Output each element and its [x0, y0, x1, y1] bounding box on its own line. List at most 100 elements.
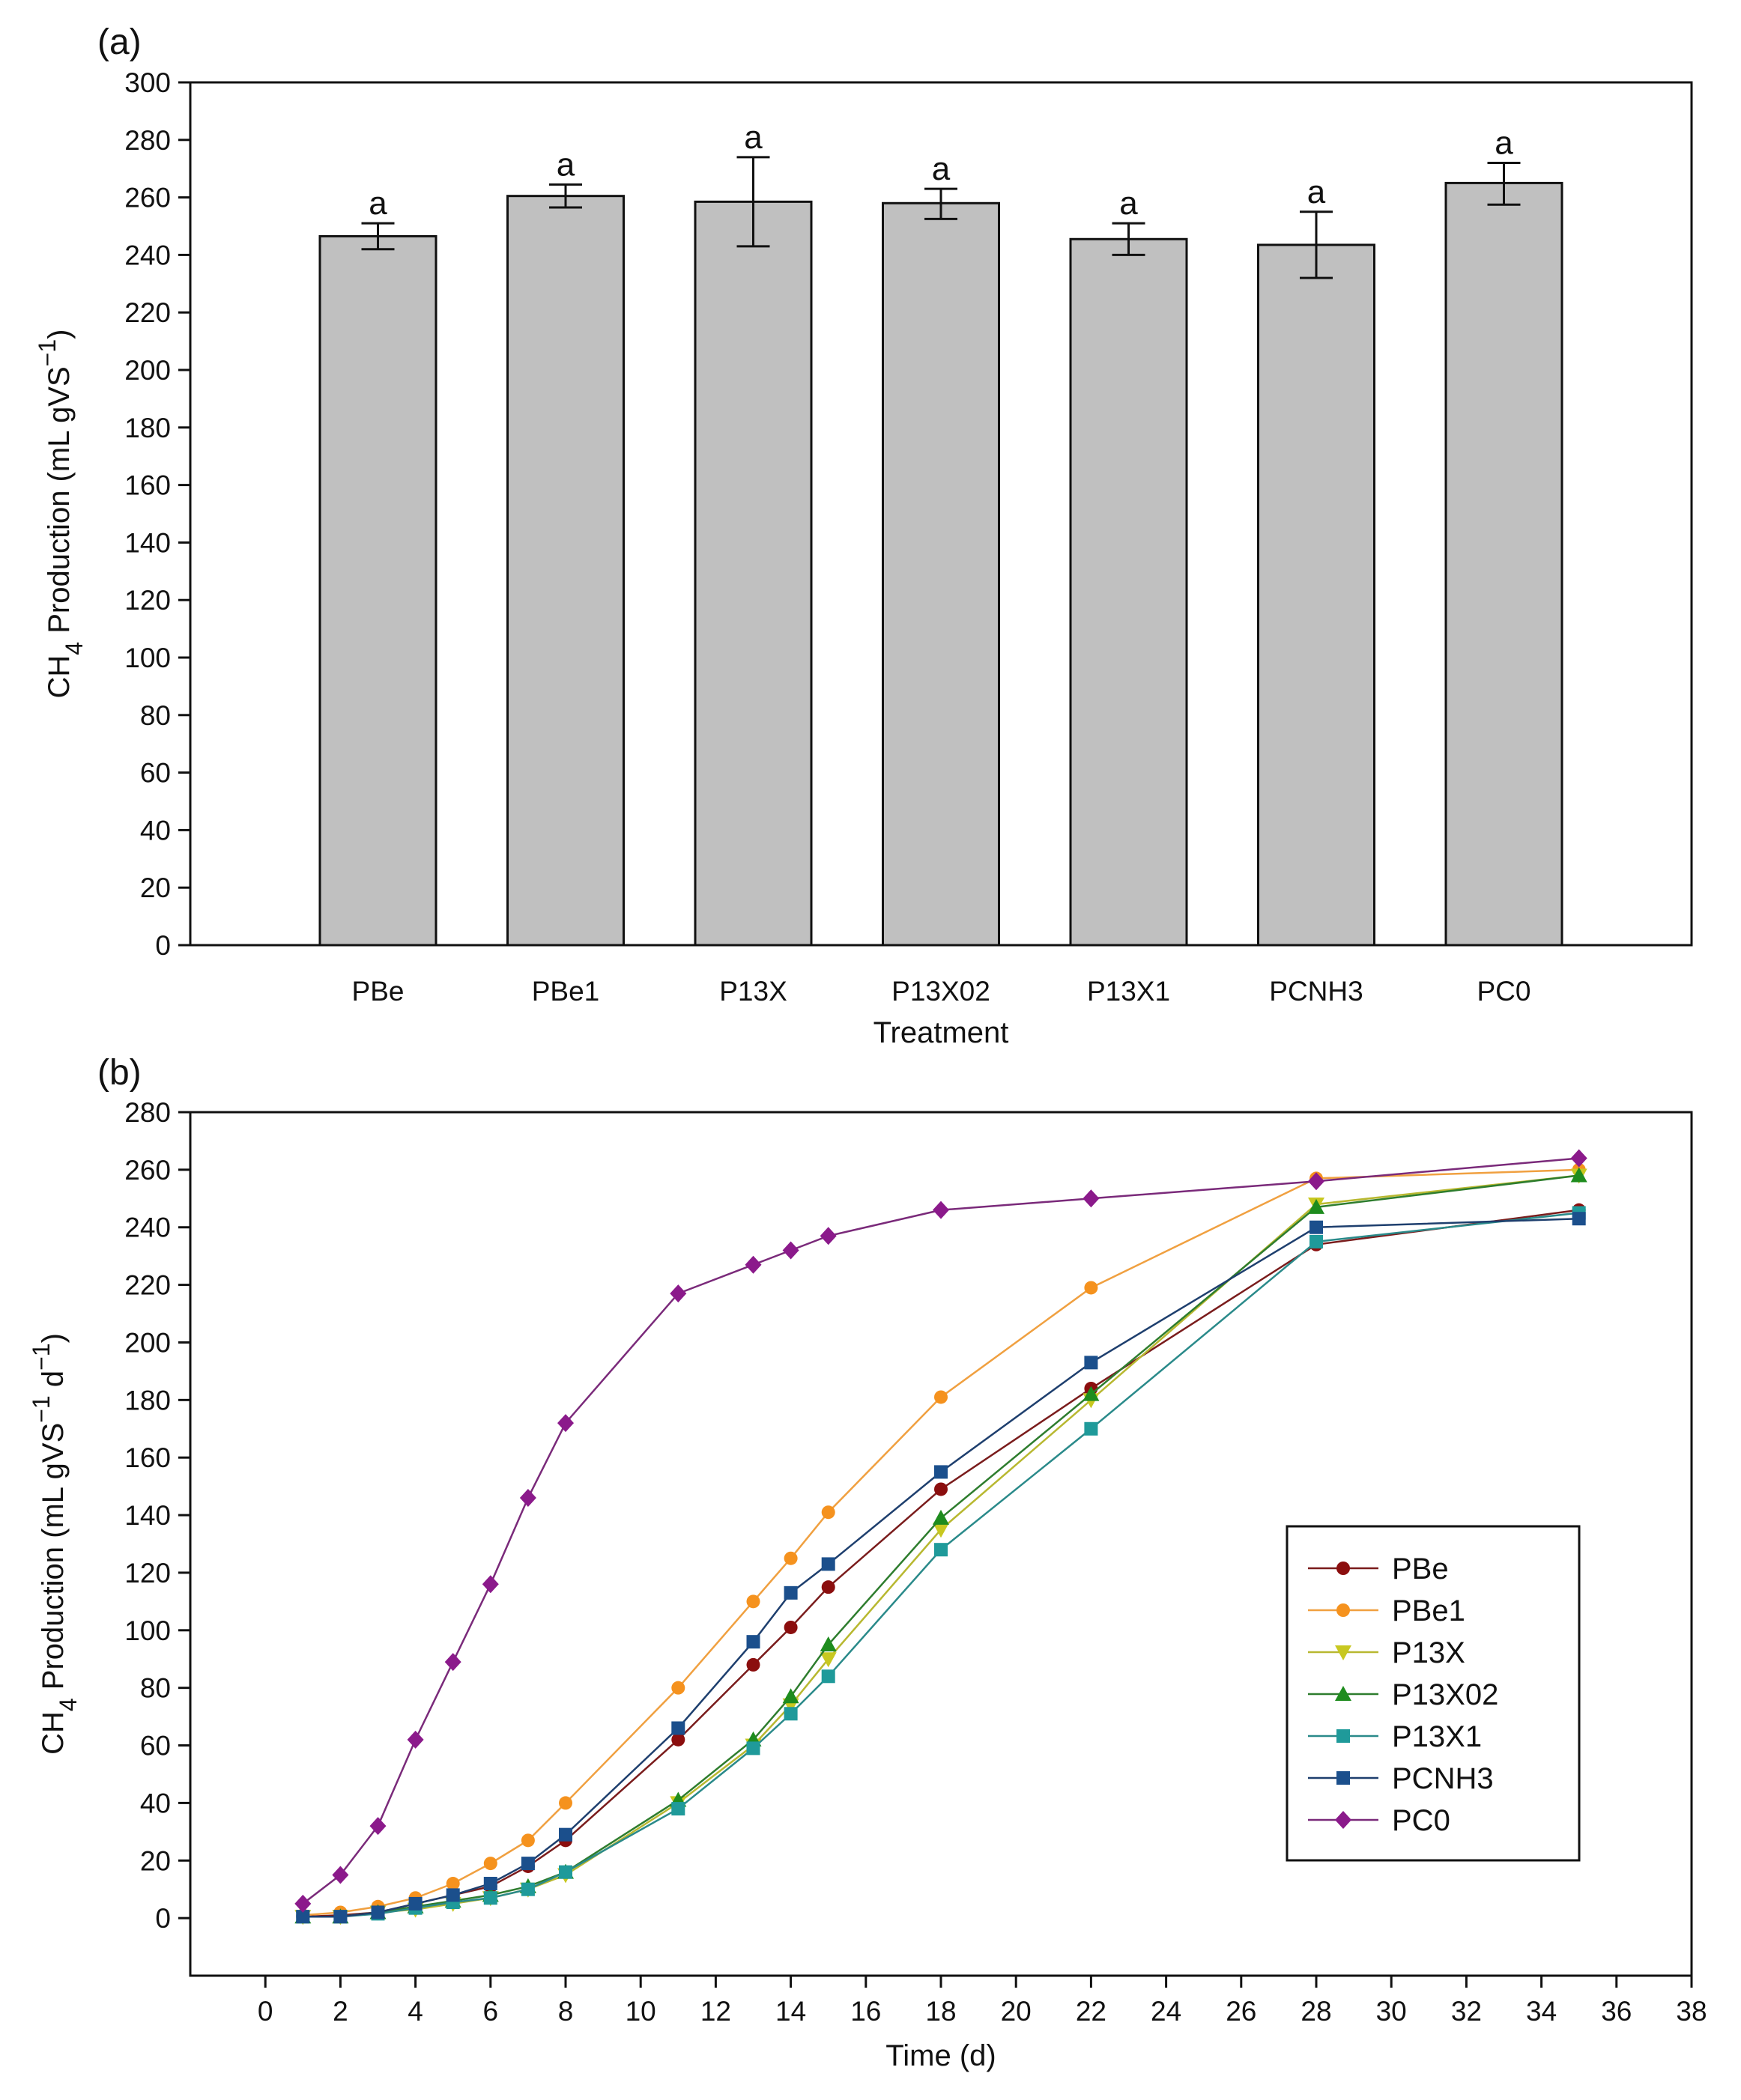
panel-b-x-tick-label: 0	[258, 1996, 273, 2027]
bar	[1257, 243, 1375, 947]
panel-a-x-axis-title: Treatment	[873, 1016, 1009, 1049]
data-point-P13X1	[934, 1543, 948, 1557]
panel-a-y-tick-label: 100	[124, 643, 171, 673]
legend-label-P13X: P13X	[1392, 1636, 1465, 1669]
data-point-PC0	[369, 1817, 387, 1836]
bar	[318, 234, 437, 947]
panel-a-y-tick-label: 80	[140, 700, 171, 731]
data-point-PBe1	[446, 1877, 460, 1891]
series-line-PCNH3	[303, 1217, 1579, 1918]
legend-marker-P13X	[1335, 1645, 1351, 1660]
panel-a-bars: a a a a a a a	[318, 119, 1563, 947]
panel-b-x-tick-label: 30	[1376, 1996, 1407, 2027]
data-point-PCNH3	[333, 1910, 348, 1924]
data-point-P13X02	[782, 1688, 799, 1704]
panel-a-label: (a)	[97, 22, 142, 62]
data-point-PBe1	[784, 1551, 798, 1565]
panel-b-x-tick-label: 32	[1451, 1996, 1482, 2027]
panel-b-x-axis: 0 2 4 6 8 10 12 14 16 18 20 22 24 26 28 30 32 34 36 38	[258, 1976, 1707, 2027]
panel-b-label: (b)	[97, 1053, 142, 1093]
data-point-P13X1	[521, 1882, 535, 1896]
panel-a-x-tick-label: P13X1	[1087, 976, 1170, 1007]
panel-b-series	[294, 1149, 1587, 1925]
panel-b-y-tick-label: 100	[124, 1615, 171, 1646]
data-point-PC0	[782, 1241, 799, 1260]
data-point-PCNH3	[934, 1465, 948, 1479]
panel-b-y-tick-label: 240	[124, 1213, 171, 1243]
legend-label-PC0: PC0	[1392, 1804, 1450, 1837]
panel-a-y-tick-label: 240	[124, 240, 171, 270]
data-point-PBe1	[1084, 1281, 1098, 1295]
data-point-PBe	[821, 1580, 835, 1594]
panel-b-y-tick-label: 120	[124, 1558, 171, 1588]
data-point-P13X1	[671, 1802, 685, 1816]
panel-b-x-tick-label: 34	[1526, 1996, 1557, 2027]
data-point-PBe	[671, 1732, 685, 1747]
panel-b-y-tick-label: 140	[124, 1500, 171, 1531]
data-point-PC0	[1570, 1149, 1587, 1168]
panel-b-x-tick-label: 4	[408, 1996, 423, 2027]
panel-a-y-title-sup: −1	[34, 339, 61, 366]
panel-b-y-title-sup: −1	[28, 1395, 55, 1422]
legend-marker-PCNH3	[1336, 1771, 1350, 1785]
panel-a-x-tick-label: PCNH3	[1269, 976, 1363, 1007]
panel-a-y-tick-label: 140	[124, 527, 171, 558]
legend-marker-PBe	[1336, 1562, 1350, 1575]
data-point-PC0	[444, 1653, 461, 1672]
data-point-PCNH3	[1572, 1212, 1586, 1226]
panel-b-y-tick-label: 280	[124, 1097, 171, 1128]
data-point-P13X02	[933, 1509, 949, 1525]
panel-a-y-tick-label: 60	[140, 758, 171, 789]
panel-b-y-tick-label: 40	[140, 1788, 171, 1818]
bar	[694, 200, 813, 947]
panel-b-y-tick-label: 260	[124, 1155, 171, 1186]
panel-b-x-tick-label: 36	[1601, 1996, 1632, 2027]
panel-a-y-tick-label: 20	[140, 873, 171, 903]
legend-marker-PC0	[1335, 1811, 1351, 1829]
data-point-PBe1	[521, 1833, 535, 1848]
panel-b-x-tick-label: 2	[333, 1996, 348, 2027]
panel-b-x-tick-label: 16	[850, 1996, 881, 2027]
significance-label: a	[1307, 174, 1326, 210]
panel-b-x-tick-label: 28	[1301, 1996, 1331, 2027]
significance-label: a	[1119, 185, 1138, 222]
bar	[506, 195, 625, 947]
data-point-PC0	[1083, 1189, 1100, 1208]
data-point-PCNH3	[784, 1585, 798, 1600]
panel-b-x-tick-label: 8	[558, 1996, 574, 2027]
series-PCNH3	[296, 1212, 1586, 1924]
panel-a-y-tick-label: 200	[124, 355, 171, 386]
panel-b-y-tick-label: 0	[155, 1903, 171, 1934]
data-point-P13X1	[559, 1865, 572, 1879]
panel-a-y-tick-label: 0	[155, 930, 171, 961]
data-point-PC0	[933, 1201, 949, 1219]
panel-a-x-axis: PBe PBe1 P13X P13X02 P13X1 PCNH3 PC0	[352, 976, 1531, 1007]
panel-a-y-title-close: )	[43, 330, 76, 339]
panel-a-x-tick-label: P13X02	[891, 976, 990, 1007]
panel-b-y-title-mid: d	[37, 1371, 70, 1395]
data-point-PCNH3	[446, 1888, 460, 1902]
data-point-PCNH3	[746, 1635, 760, 1649]
data-point-PBe	[934, 1482, 948, 1496]
data-point-P13X1	[746, 1741, 760, 1755]
panel-a-y-axis-title: CH4 Production (mL gVS−1)	[34, 330, 88, 699]
panel-a-x-tick-label: PBe1	[532, 976, 600, 1007]
panel-a-y-tick-label: 180	[124, 413, 171, 443]
data-point-PBe1	[934, 1390, 948, 1404]
data-point-P13X	[933, 1523, 949, 1538]
panel-b-y-tick-label: 220	[124, 1270, 171, 1301]
series-line-PC0	[302, 1157, 1579, 1905]
significance-label: a	[932, 151, 951, 187]
panel-b-y-title-rest: Production (mL gVS	[37, 1423, 70, 1699]
panel-a-y-tick-label: 220	[124, 297, 171, 328]
data-point-PC0	[407, 1730, 424, 1749]
panel-a-y-axis: 0 20 40 60 80 100 120 140 160 180 200 220 240 260 280 3…	[124, 67, 190, 961]
panel-b-line-chart: (b) 020406080100120140160180200220240260…	[28, 1053, 1707, 2072]
significance-label: a	[369, 185, 387, 222]
data-point-PBe	[784, 1620, 798, 1634]
data-point-PC0	[670, 1284, 687, 1303]
data-point-P13X	[820, 1652, 837, 1668]
bar	[882, 201, 1000, 947]
panel-b-y-axis: 0 20 40 60 80 100 120 140 160 180 200 220 240 260 280	[124, 1097, 190, 1934]
